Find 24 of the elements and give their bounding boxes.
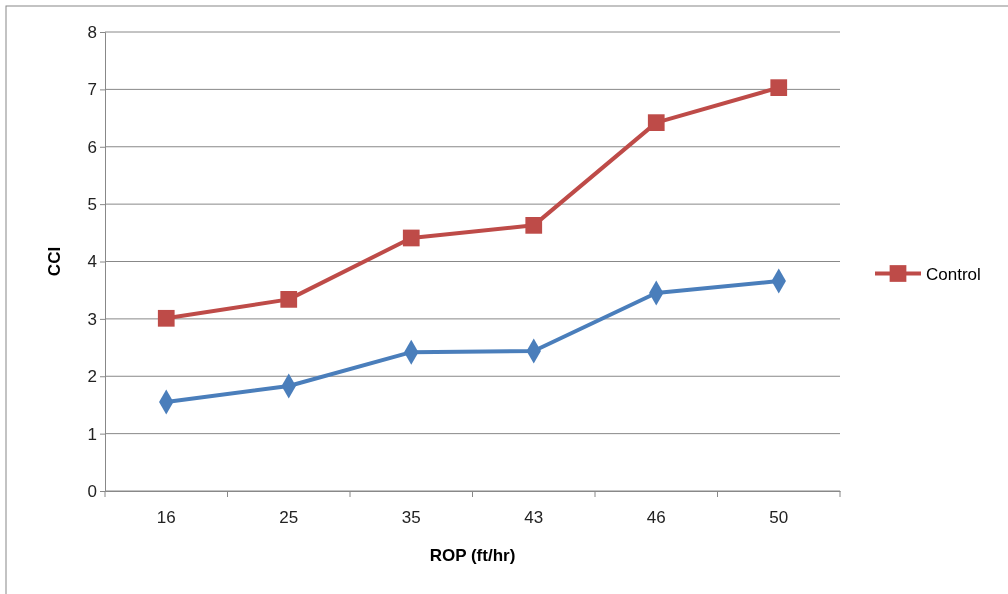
y-tick-label: 5 <box>87 195 97 215</box>
x-tick-label: 43 <box>524 508 544 528</box>
y-tick-label: 0 <box>87 481 97 501</box>
point <box>770 79 788 97</box>
x-axis-title: ROP (ft/hr) <box>429 546 516 565</box>
x-tick-label: 16 <box>156 508 176 528</box>
y-tick-label: 2 <box>87 367 97 387</box>
point <box>157 309 175 327</box>
point <box>402 229 420 247</box>
y-axis-title: CCI <box>45 246 64 277</box>
x-tick-label: 25 <box>279 508 299 528</box>
y-tick-label: 4 <box>87 252 97 272</box>
x-tick-label: 46 <box>646 508 666 528</box>
x-tick-label: 35 <box>401 508 421 528</box>
legend-label: Control <box>926 264 981 284</box>
y-tick-label: 6 <box>87 137 97 157</box>
x-tick-label: 50 <box>769 508 789 528</box>
y-tick-label: 1 <box>87 424 97 444</box>
y-tick-label: 3 <box>87 309 97 329</box>
point <box>280 291 298 308</box>
point <box>525 216 543 234</box>
y-tick-label: 7 <box>87 80 97 100</box>
y-tick-label: 8 <box>87 22 97 42</box>
point <box>647 114 665 132</box>
